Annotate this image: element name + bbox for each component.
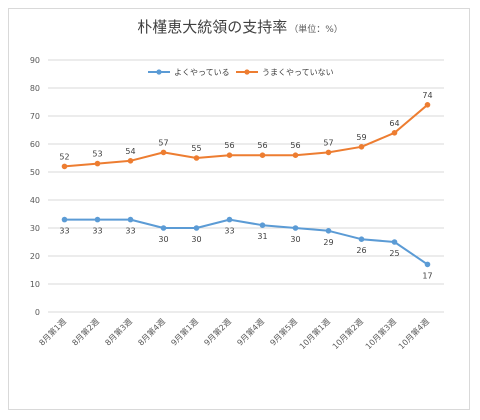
y-tick-label: 30 — [30, 224, 40, 233]
chart-unit: （単位：%） — [289, 25, 343, 35]
gridlines — [48, 59, 444, 313]
data-point — [325, 228, 332, 234]
data-point — [61, 216, 68, 223]
series-line — [64, 218, 429, 266]
legend: よくやっている うまくやっていない — [148, 68, 334, 77]
data-label: 26 — [356, 246, 366, 255]
data-point — [391, 130, 398, 136]
data-label: 30 — [191, 235, 201, 244]
x-tick-label: 8月第2週 — [70, 316, 101, 347]
data-point — [259, 152, 266, 158]
data-label: 57 — [323, 138, 333, 147]
series-group: 33 33 33 30 30 33 31 30 29 26 25 17 52 53 54 57 55 56 56 56… — [59, 91, 432, 281]
y-tick-label: 0 — [35, 308, 40, 317]
y-tick-label: 10 — [30, 280, 40, 289]
data-point — [259, 222, 266, 228]
data-point — [292, 225, 299, 231]
data-label: 56 — [224, 141, 234, 150]
legend-label: よくやっている — [174, 68, 230, 77]
x-tick-label: 8月第4週 — [136, 316, 167, 347]
data-point — [226, 216, 233, 223]
data-label: 33 — [59, 227, 69, 236]
y-tick-label: 90 — [30, 56, 40, 65]
x-tick-label: 10月第1週 — [297, 316, 332, 351]
data-point — [424, 261, 431, 268]
y-axis-ticks: 0 10 20 30 40 50 60 70 80 90 — [30, 56, 40, 317]
x-tick-label: 9月第4週 — [235, 316, 266, 347]
data-label: 64 — [389, 119, 399, 128]
data-label: 52 — [59, 152, 69, 161]
x-tick-label: 8月第1週 — [37, 316, 68, 347]
data-point — [61, 163, 68, 170]
y-tick-label: 70 — [30, 112, 40, 121]
data-label: 30 — [290, 235, 300, 244]
data-label: 56 — [257, 141, 267, 150]
data-point — [358, 236, 365, 242]
x-tick-label: 9月第5週 — [268, 316, 299, 347]
x-tick-label: 10月第2週 — [330, 316, 365, 351]
data-point — [358, 144, 365, 150]
x-tick-label: 10月第4週 — [396, 316, 431, 351]
x-tick-label: 10月第3週 — [363, 316, 398, 351]
data-point — [160, 225, 167, 231]
data-point — [193, 155, 200, 161]
data-label: 33 — [125, 227, 135, 236]
data-point — [94, 160, 101, 167]
legend-swatch-marker — [156, 69, 162, 75]
data-point — [127, 216, 134, 223]
data-label: 33 — [224, 227, 234, 236]
data-label: 31 — [257, 232, 267, 241]
data-point — [292, 152, 299, 158]
data-label: 56 — [290, 141, 300, 150]
legend-label: うまくやっていない — [262, 68, 334, 77]
data-point — [160, 149, 167, 156]
y-tick-label: 40 — [30, 196, 40, 205]
data-label: 53 — [92, 150, 102, 159]
x-tick-label: 9月第2週 — [202, 316, 233, 347]
x-axis-ticks: 8月第1週 8月第2週 8月第3週 8月第4週 9月第1週 9月第2週 9月第4週 9月第5週… — [37, 316, 431, 351]
data-label: 25 — [389, 249, 399, 258]
chart-title: 朴槿恵大統領の支持率 （単位：%） — [0, 16, 480, 37]
data-point — [391, 239, 398, 245]
y-tick-label: 20 — [30, 252, 40, 261]
y-tick-label: 50 — [30, 168, 40, 177]
data-label: 33 — [92, 227, 102, 236]
data-label: 59 — [356, 133, 366, 142]
data-label: 55 — [191, 144, 201, 153]
y-tick-label: 80 — [30, 84, 40, 93]
data-label: 29 — [323, 238, 333, 247]
data-point — [127, 158, 134, 164]
data-point — [424, 102, 431, 108]
chart-frame — [8, 8, 470, 410]
data-label: 17 — [422, 271, 432, 280]
data-point — [325, 149, 332, 156]
x-tick-label: 9月第1週 — [169, 316, 200, 347]
data-point — [94, 216, 101, 223]
chart-title-text: 朴槿恵大統領の支持率 — [137, 18, 288, 36]
data-point — [193, 225, 200, 231]
data-label: 74 — [422, 91, 432, 100]
y-tick-label: 60 — [30, 140, 40, 149]
data-label: 54 — [125, 147, 135, 156]
data-point — [226, 152, 233, 158]
data-label: 57 — [158, 138, 168, 147]
legend-swatch-marker — [244, 69, 250, 75]
data-label: 30 — [158, 235, 168, 244]
x-tick-label: 8月第3週 — [103, 316, 134, 347]
series-line — [64, 104, 429, 168]
